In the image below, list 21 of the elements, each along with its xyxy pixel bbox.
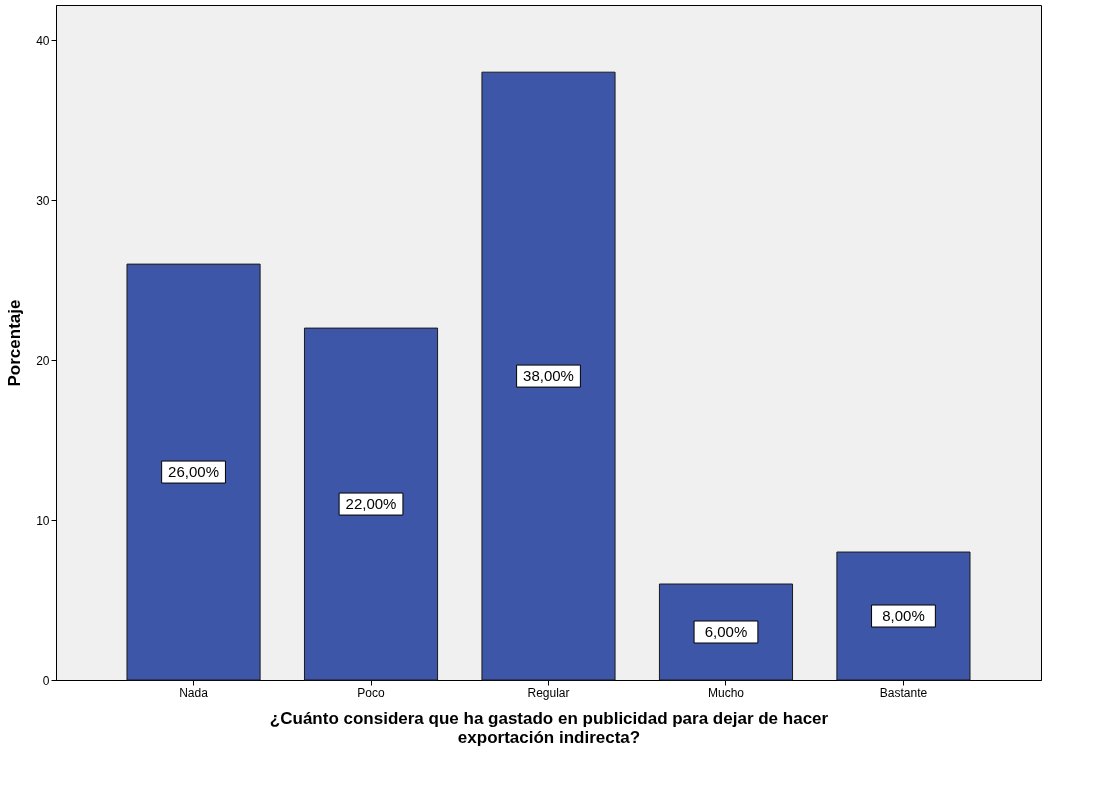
- bar: [303, 327, 439, 681]
- data-label: 22,00%: [345, 495, 397, 513]
- bar: [126, 263, 261, 681]
- y-tick-label: 10: [36, 513, 50, 528]
- x-axis-title: ¿Cuánto considera que ha gastado en publicidad para dejar de hacer exportación indirecta?: [269, 708, 829, 747]
- bar: [481, 71, 616, 681]
- bar: [836, 551, 971, 681]
- y-tick-label: 0: [42, 673, 50, 688]
- x-tick-label: Mucho: [707, 685, 745, 700]
- y-tick-label: 30: [36, 193, 50, 208]
- x-tick-label: Bastante: [879, 685, 928, 700]
- data-label: 6,00%: [704, 623, 748, 641]
- y-tick-label: 40: [36, 33, 50, 48]
- x-tick-label: Regular: [527, 685, 570, 700]
- y-axis-title: Porcentaje: [5, 299, 25, 387]
- data-label: 8,00%: [882, 607, 925, 625]
- y-tick-label: 20: [36, 353, 50, 368]
- data-label: 38,00%: [523, 367, 574, 385]
- x-tick-label: Nada: [179, 685, 209, 700]
- x-tick-label: Poco: [357, 685, 386, 700]
- data-label: 26,00%: [168, 463, 219, 481]
